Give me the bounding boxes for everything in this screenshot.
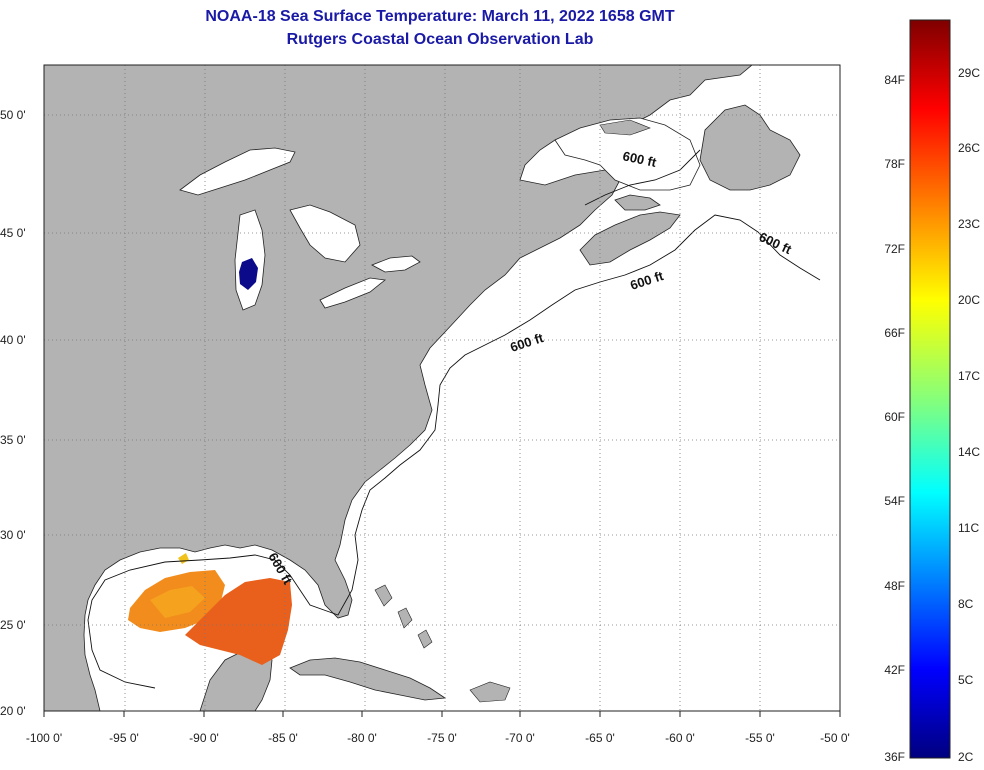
cb-f-72: 72F bbox=[884, 242, 905, 256]
latitude-gridlines bbox=[44, 114, 840, 626]
lake-ontario bbox=[371, 255, 421, 273]
latitude-labels: 50 0' 45 0' 40 0' 35 0' 30 0' 25 0' 20 0… bbox=[0, 108, 26, 718]
north-america-landmass bbox=[44, 65, 753, 711]
lon-label-85: -85 0' bbox=[268, 731, 298, 745]
cb-c-20: 20C bbox=[958, 293, 980, 307]
lake-michigan-sst-patch bbox=[239, 258, 258, 290]
cb-f-60: 60F bbox=[884, 410, 905, 424]
cb-c-11: 11C bbox=[958, 521, 979, 535]
lon-label-80: -80 0' bbox=[347, 731, 377, 745]
lon-label-100: -100 0' bbox=[26, 731, 62, 745]
cb-f-66: 66F bbox=[884, 326, 905, 340]
isobath-600ft bbox=[87, 214, 821, 689]
cb-c-26: 26C bbox=[958, 141, 980, 155]
gulf-sst-central-patch bbox=[185, 578, 292, 665]
cb-f-48: 48F bbox=[884, 579, 905, 593]
axis-ticks bbox=[43, 711, 841, 717]
lon-label-70: -70 0' bbox=[505, 731, 535, 745]
cb-c-2: 2C bbox=[958, 750, 974, 764]
longitude-labels: -100 0' -95 0' -90 0' -85 0' -80 0' -75 … bbox=[26, 731, 850, 745]
lat-label-20: 20 0' bbox=[0, 704, 26, 718]
cb-c-23: 23C bbox=[958, 217, 980, 231]
bahamas-landmass bbox=[374, 584, 433, 649]
lon-label-65: -65 0' bbox=[585, 731, 615, 745]
cb-c-14: 14C bbox=[958, 445, 980, 459]
lake-superior bbox=[179, 147, 296, 196]
lat-label-45: 45 0' bbox=[0, 226, 26, 240]
lake-erie bbox=[319, 277, 386, 309]
anticosti-island bbox=[599, 119, 651, 136]
pei-landmass bbox=[614, 194, 661, 211]
lat-label-40: 40 0' bbox=[0, 333, 26, 347]
gulf-st-lawrence bbox=[554, 117, 701, 191]
lat-label-25: 25 0' bbox=[0, 618, 26, 632]
map-title: NOAA-18 Sea Surface Temperature: March 1… bbox=[205, 8, 675, 25]
lake-huron bbox=[289, 204, 361, 263]
lon-label-50: -50 0' bbox=[820, 731, 850, 745]
lat-label-50: 50 0' bbox=[0, 108, 26, 122]
contour-label-labrador: 600 ft bbox=[621, 148, 658, 170]
cb-f-78: 78F bbox=[884, 157, 905, 171]
lat-label-30: 30 0' bbox=[0, 528, 26, 542]
lon-label-55: -55 0' bbox=[745, 731, 775, 745]
lon-label-95: -95 0' bbox=[109, 731, 139, 745]
colorbar bbox=[909, 19, 951, 759]
lon-label-60: -60 0' bbox=[665, 731, 695, 745]
lon-label-75: -75 0' bbox=[427, 731, 457, 745]
cb-f-36: 36F bbox=[884, 750, 905, 764]
hispaniola-landmass bbox=[469, 681, 511, 703]
cb-c-29: 29C bbox=[958, 66, 980, 80]
newfoundland-landmass bbox=[699, 104, 801, 191]
cb-c-5: 5C bbox=[958, 673, 974, 687]
map-subtitle: Rutgers Coastal Ocean Observation Lab bbox=[286, 31, 594, 48]
isobath-600ft-north bbox=[584, 149, 701, 206]
cb-c-8: 8C bbox=[958, 597, 974, 611]
lon-label-90: -90 0' bbox=[189, 731, 219, 745]
cb-f-84: 84F bbox=[884, 73, 905, 87]
colorbar-fahrenheit-labels: 84F 78F 72F 66F 60F 54F 48F 42F 36F bbox=[884, 73, 905, 764]
cb-c-17: 17C bbox=[958, 369, 980, 383]
cb-f-42: 42F bbox=[884, 663, 905, 677]
nova-scotia-landmass bbox=[579, 211, 681, 266]
colorbar-celsius-labels: 29C 26C 23C 20C 17C 14C 11C 8C 5C 2C bbox=[958, 66, 980, 764]
lat-label-35: 35 0' bbox=[0, 433, 26, 447]
cb-f-54: 54F bbox=[884, 494, 905, 508]
gulf-sst-west-fill bbox=[150, 586, 205, 618]
